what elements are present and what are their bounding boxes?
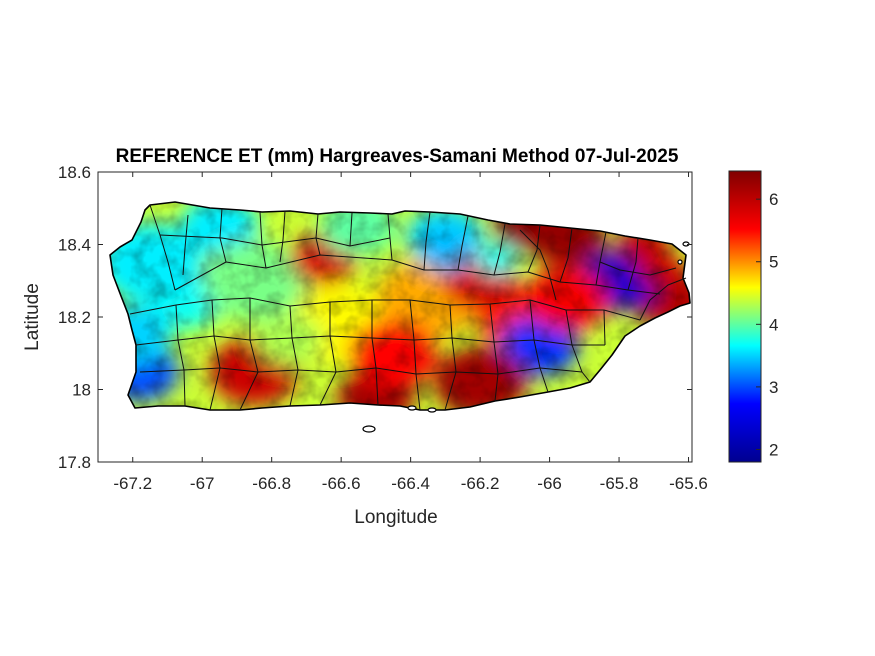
municipal-boundary [423,211,431,271]
chart-title: REFERENCE ET (mm) Hargreaves-Samani Meth… [116,146,679,167]
et-field-cell [255,312,323,365]
municipal-boundary [639,277,687,321]
coastline-outline [109,201,691,411]
municipal-boundary [527,224,541,273]
et-field-cell [419,231,472,272]
x-tick-label: -66.4 [391,474,430,493]
islet [677,259,683,265]
municipal-boundary [529,299,549,393]
x-tick-label: -66.6 [322,474,361,493]
y-axis-label: Latitude [22,283,43,351]
et-field-cell [349,319,438,388]
municipal-boundary [209,299,221,411]
map-area [97,171,693,463]
municipal-boundary [139,367,583,375]
x-tick-label: -67.2 [113,474,152,493]
municipal-boundary [279,210,286,263]
colorbar-ticks: 2 3 4 5 6 [756,190,778,459]
municipal-boundary [565,309,591,383]
y-tick-label: 18 [72,381,91,400]
x-tick-label: -66.2 [461,474,500,493]
municipal-boundary [159,234,391,247]
x-tick-label: -66 [537,474,562,493]
municipal-boundary [627,237,639,291]
x-tick-label: -67 [190,474,215,493]
offshore-islets [362,241,690,433]
colorbar-tick-label: 6 [769,190,778,209]
islet [362,425,376,433]
y-axis-ticks: 17.8 18 18.2 18.4 18.6 [58,163,692,472]
colorbar-tick-label: 5 [769,253,778,272]
et-field-cell [476,243,519,275]
municipal-boundary [239,298,259,411]
colorbar-gradient [728,170,762,463]
municipal-boundary [559,227,573,283]
municipal-boundary [319,302,337,406]
y-tick-label: 18.6 [58,163,91,182]
x-axis-ticks: -67.2 -67 -66.8 -66.6 -66.4 -66.2 -66 -65.8 -65.… [113,172,708,493]
et-field-cell [637,251,685,288]
municipal-boundary [149,204,176,291]
x-tick-label: -65.8 [600,474,639,493]
islet [427,407,437,413]
colorbar-tick-label: 3 [769,378,778,397]
municipal-boundary [349,212,353,247]
islet [407,405,417,411]
x-tick-label: -65.6 [669,474,708,493]
municipal-boundary [175,304,186,407]
municipal-boundary [489,303,499,402]
municipal-boundary [409,299,421,411]
municipal-boundary [174,254,661,295]
municipal-boundary [182,214,189,276]
et-field-cell [500,316,579,376]
municipal-boundary [457,215,469,271]
municipal-boundary [599,261,677,276]
y-tick-label: 18.4 [58,236,91,255]
municipal-boundary [444,304,457,411]
et-field-cell [202,240,307,321]
municipal-boundary [493,223,506,276]
x-axis-label: Longitude [354,507,437,528]
x-tick-label: -66.8 [252,474,291,493]
municipal-boundary [289,305,299,407]
y-tick-label: 17.8 [58,453,91,472]
colorbar-tick-label: 4 [769,315,778,334]
et-field-cell [525,266,609,331]
municipal-boundary [129,297,641,321]
municipal-boundaries [129,204,687,411]
municipal-boundary [519,229,557,301]
colorbar-tick-label: 2 [769,440,778,459]
municipal-boundary [371,300,379,406]
municipal-boundary [603,309,606,346]
colorbar: 2 3 4 5 6 [728,170,778,463]
y-tick-label: 18.2 [58,308,91,327]
